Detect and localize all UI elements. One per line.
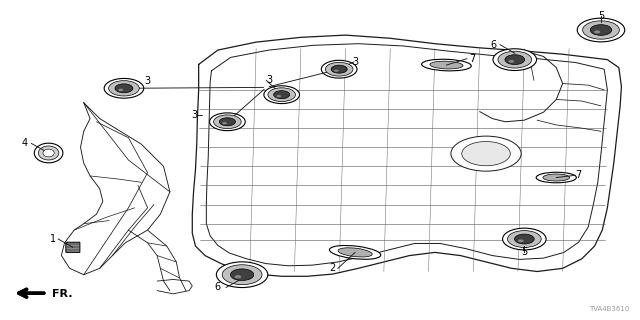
Circle shape: [515, 234, 534, 244]
Text: 3: 3: [145, 76, 150, 86]
Circle shape: [274, 91, 290, 99]
Ellipse shape: [35, 143, 63, 163]
Circle shape: [104, 78, 144, 98]
Circle shape: [505, 55, 525, 65]
Circle shape: [276, 95, 281, 97]
Circle shape: [109, 81, 140, 96]
Circle shape: [518, 239, 524, 242]
Circle shape: [321, 60, 357, 78]
Circle shape: [222, 122, 227, 124]
Circle shape: [594, 30, 600, 34]
Circle shape: [498, 51, 532, 68]
Text: 3‒: 3‒: [191, 110, 204, 120]
Ellipse shape: [430, 61, 463, 69]
FancyBboxPatch shape: [66, 242, 80, 252]
Circle shape: [502, 228, 546, 250]
Ellipse shape: [38, 146, 59, 160]
Circle shape: [235, 275, 241, 278]
Circle shape: [220, 118, 236, 126]
Text: 5: 5: [598, 11, 604, 21]
Text: 1: 1: [50, 234, 56, 244]
Ellipse shape: [422, 59, 471, 71]
Text: 3: 3: [352, 57, 358, 67]
Circle shape: [325, 62, 353, 76]
Circle shape: [264, 86, 300, 104]
Circle shape: [334, 69, 339, 72]
Text: 7: 7: [469, 54, 475, 64]
Circle shape: [216, 262, 268, 288]
Circle shape: [493, 49, 536, 70]
Circle shape: [590, 25, 612, 35]
Circle shape: [582, 21, 620, 39]
Text: 5: 5: [521, 247, 527, 257]
Circle shape: [577, 18, 625, 42]
Circle shape: [115, 84, 133, 93]
Ellipse shape: [338, 248, 372, 257]
Circle shape: [462, 141, 510, 166]
Circle shape: [222, 265, 262, 285]
Text: TVA4B3610: TVA4B3610: [589, 306, 630, 312]
Text: 3: 3: [266, 75, 273, 85]
Text: 2: 2: [330, 263, 336, 273]
Circle shape: [508, 231, 541, 247]
Circle shape: [230, 269, 253, 281]
Circle shape: [331, 65, 348, 73]
Circle shape: [214, 115, 241, 129]
FancyArrowPatch shape: [19, 289, 44, 297]
Text: 4: 4: [22, 139, 28, 148]
Text: FR.: FR.: [52, 289, 72, 299]
Circle shape: [118, 89, 124, 91]
Text: 7: 7: [575, 170, 582, 180]
Circle shape: [209, 113, 245, 131]
Text: 6: 6: [215, 283, 221, 292]
Ellipse shape: [543, 174, 570, 181]
Circle shape: [508, 60, 514, 63]
Circle shape: [451, 136, 521, 171]
Circle shape: [268, 88, 296, 101]
Text: 6: 6: [491, 40, 497, 50]
Ellipse shape: [43, 149, 54, 157]
Ellipse shape: [330, 245, 381, 259]
Ellipse shape: [536, 172, 577, 183]
